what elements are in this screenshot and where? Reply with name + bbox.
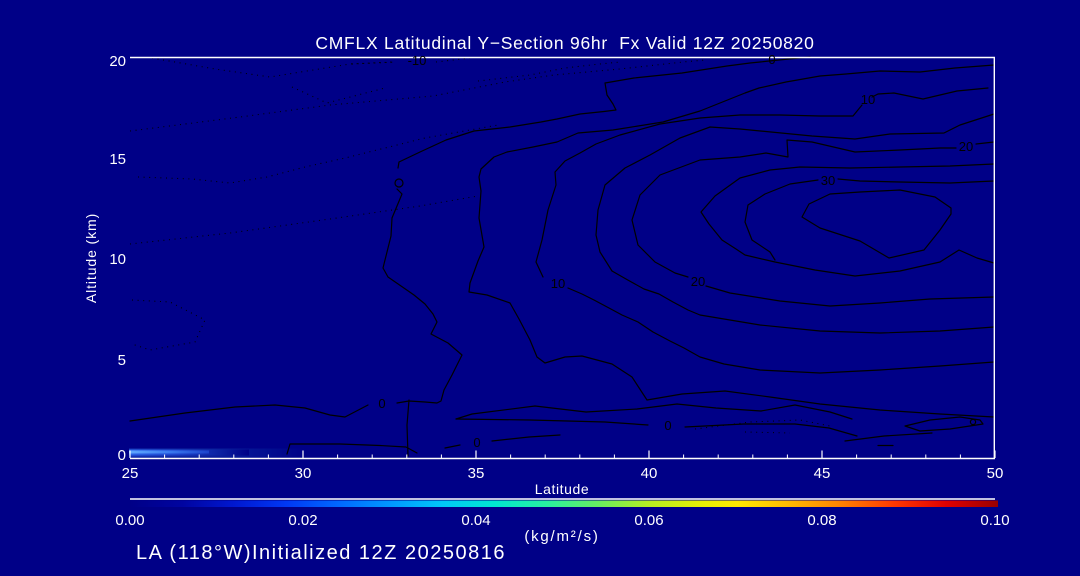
svg-text:5: 5 <box>118 352 126 369</box>
svg-text:35: 35 <box>468 465 485 482</box>
svg-text:CMFLX Latitudinal Y−Section 96: CMFLX Latitudinal Y−Section 96hr Fx Vali… <box>315 33 814 53</box>
svg-text:0: 0 <box>473 435 480 450</box>
svg-text:0.08: 0.08 <box>807 512 836 529</box>
svg-text:15: 15 <box>109 151 126 168</box>
svg-text:25: 25 <box>122 465 139 482</box>
svg-text:10: 10 <box>861 92 875 107</box>
svg-text:45: 45 <box>814 465 831 482</box>
svg-text:20: 20 <box>959 139 973 154</box>
svg-text:0.10: 0.10 <box>980 512 1009 529</box>
svg-text:0: 0 <box>768 52 775 67</box>
svg-text:0: 0 <box>664 418 671 433</box>
svg-text:Altitude (km): Altitude (km) <box>83 213 99 303</box>
svg-text:0.06: 0.06 <box>634 512 663 529</box>
svg-text:10: 10 <box>551 276 565 291</box>
svg-text:0: 0 <box>378 396 385 411</box>
svg-text:0.02: 0.02 <box>288 512 317 529</box>
svg-text:30: 30 <box>821 173 835 188</box>
svg-text:20: 20 <box>109 53 126 70</box>
svg-text:0.04: 0.04 <box>461 512 490 529</box>
svg-text:10: 10 <box>109 251 126 268</box>
svg-text:30: 30 <box>295 465 312 482</box>
svg-text:(kg/m²/s): (kg/m²/s) <box>524 528 599 545</box>
svg-text:LA (118°W)Initialized 12Z 2025: LA (118°W)Initialized 12Z 20250816 <box>136 542 506 564</box>
svg-text:Latitude: Latitude <box>535 481 590 497</box>
svg-text:-10: -10 <box>408 53 427 68</box>
svg-text:40: 40 <box>641 465 658 482</box>
svg-text:0.00: 0.00 <box>115 512 144 529</box>
svg-text:0: 0 <box>118 447 126 464</box>
svg-text:50: 50 <box>987 465 1004 482</box>
svg-text:20: 20 <box>691 274 705 289</box>
